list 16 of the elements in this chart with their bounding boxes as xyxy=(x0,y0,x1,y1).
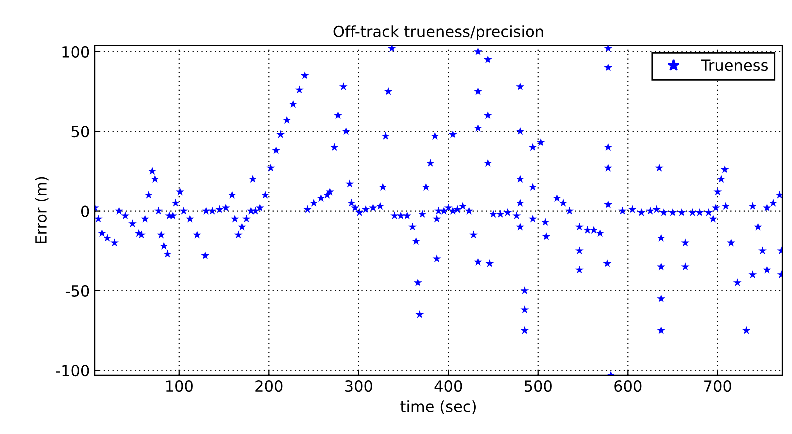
y-tick-label: 50 xyxy=(72,126,90,138)
x-tick-label: 700 xyxy=(704,380,732,392)
y-tick-label: 100 xyxy=(62,46,90,58)
y-tick-label: 0 xyxy=(81,206,90,218)
x-axis-title: time (sec) xyxy=(400,400,476,414)
x-tick-label: 500 xyxy=(524,380,552,392)
x-tick-label: 100 xyxy=(166,380,193,392)
chart-title: Off-track trueness/precision xyxy=(334,26,544,40)
y-tick-label: -100 xyxy=(56,365,90,377)
x-tick-label: 300 xyxy=(345,380,372,392)
legend-label: Trueness xyxy=(701,60,768,72)
y-tick-label: -50 xyxy=(66,285,90,297)
x-tick-label: 200 xyxy=(256,380,283,392)
x-tick-label: 600 xyxy=(614,380,642,392)
x-tick-label: 400 xyxy=(434,380,462,392)
y-axis-title: Error (m) xyxy=(35,177,49,244)
